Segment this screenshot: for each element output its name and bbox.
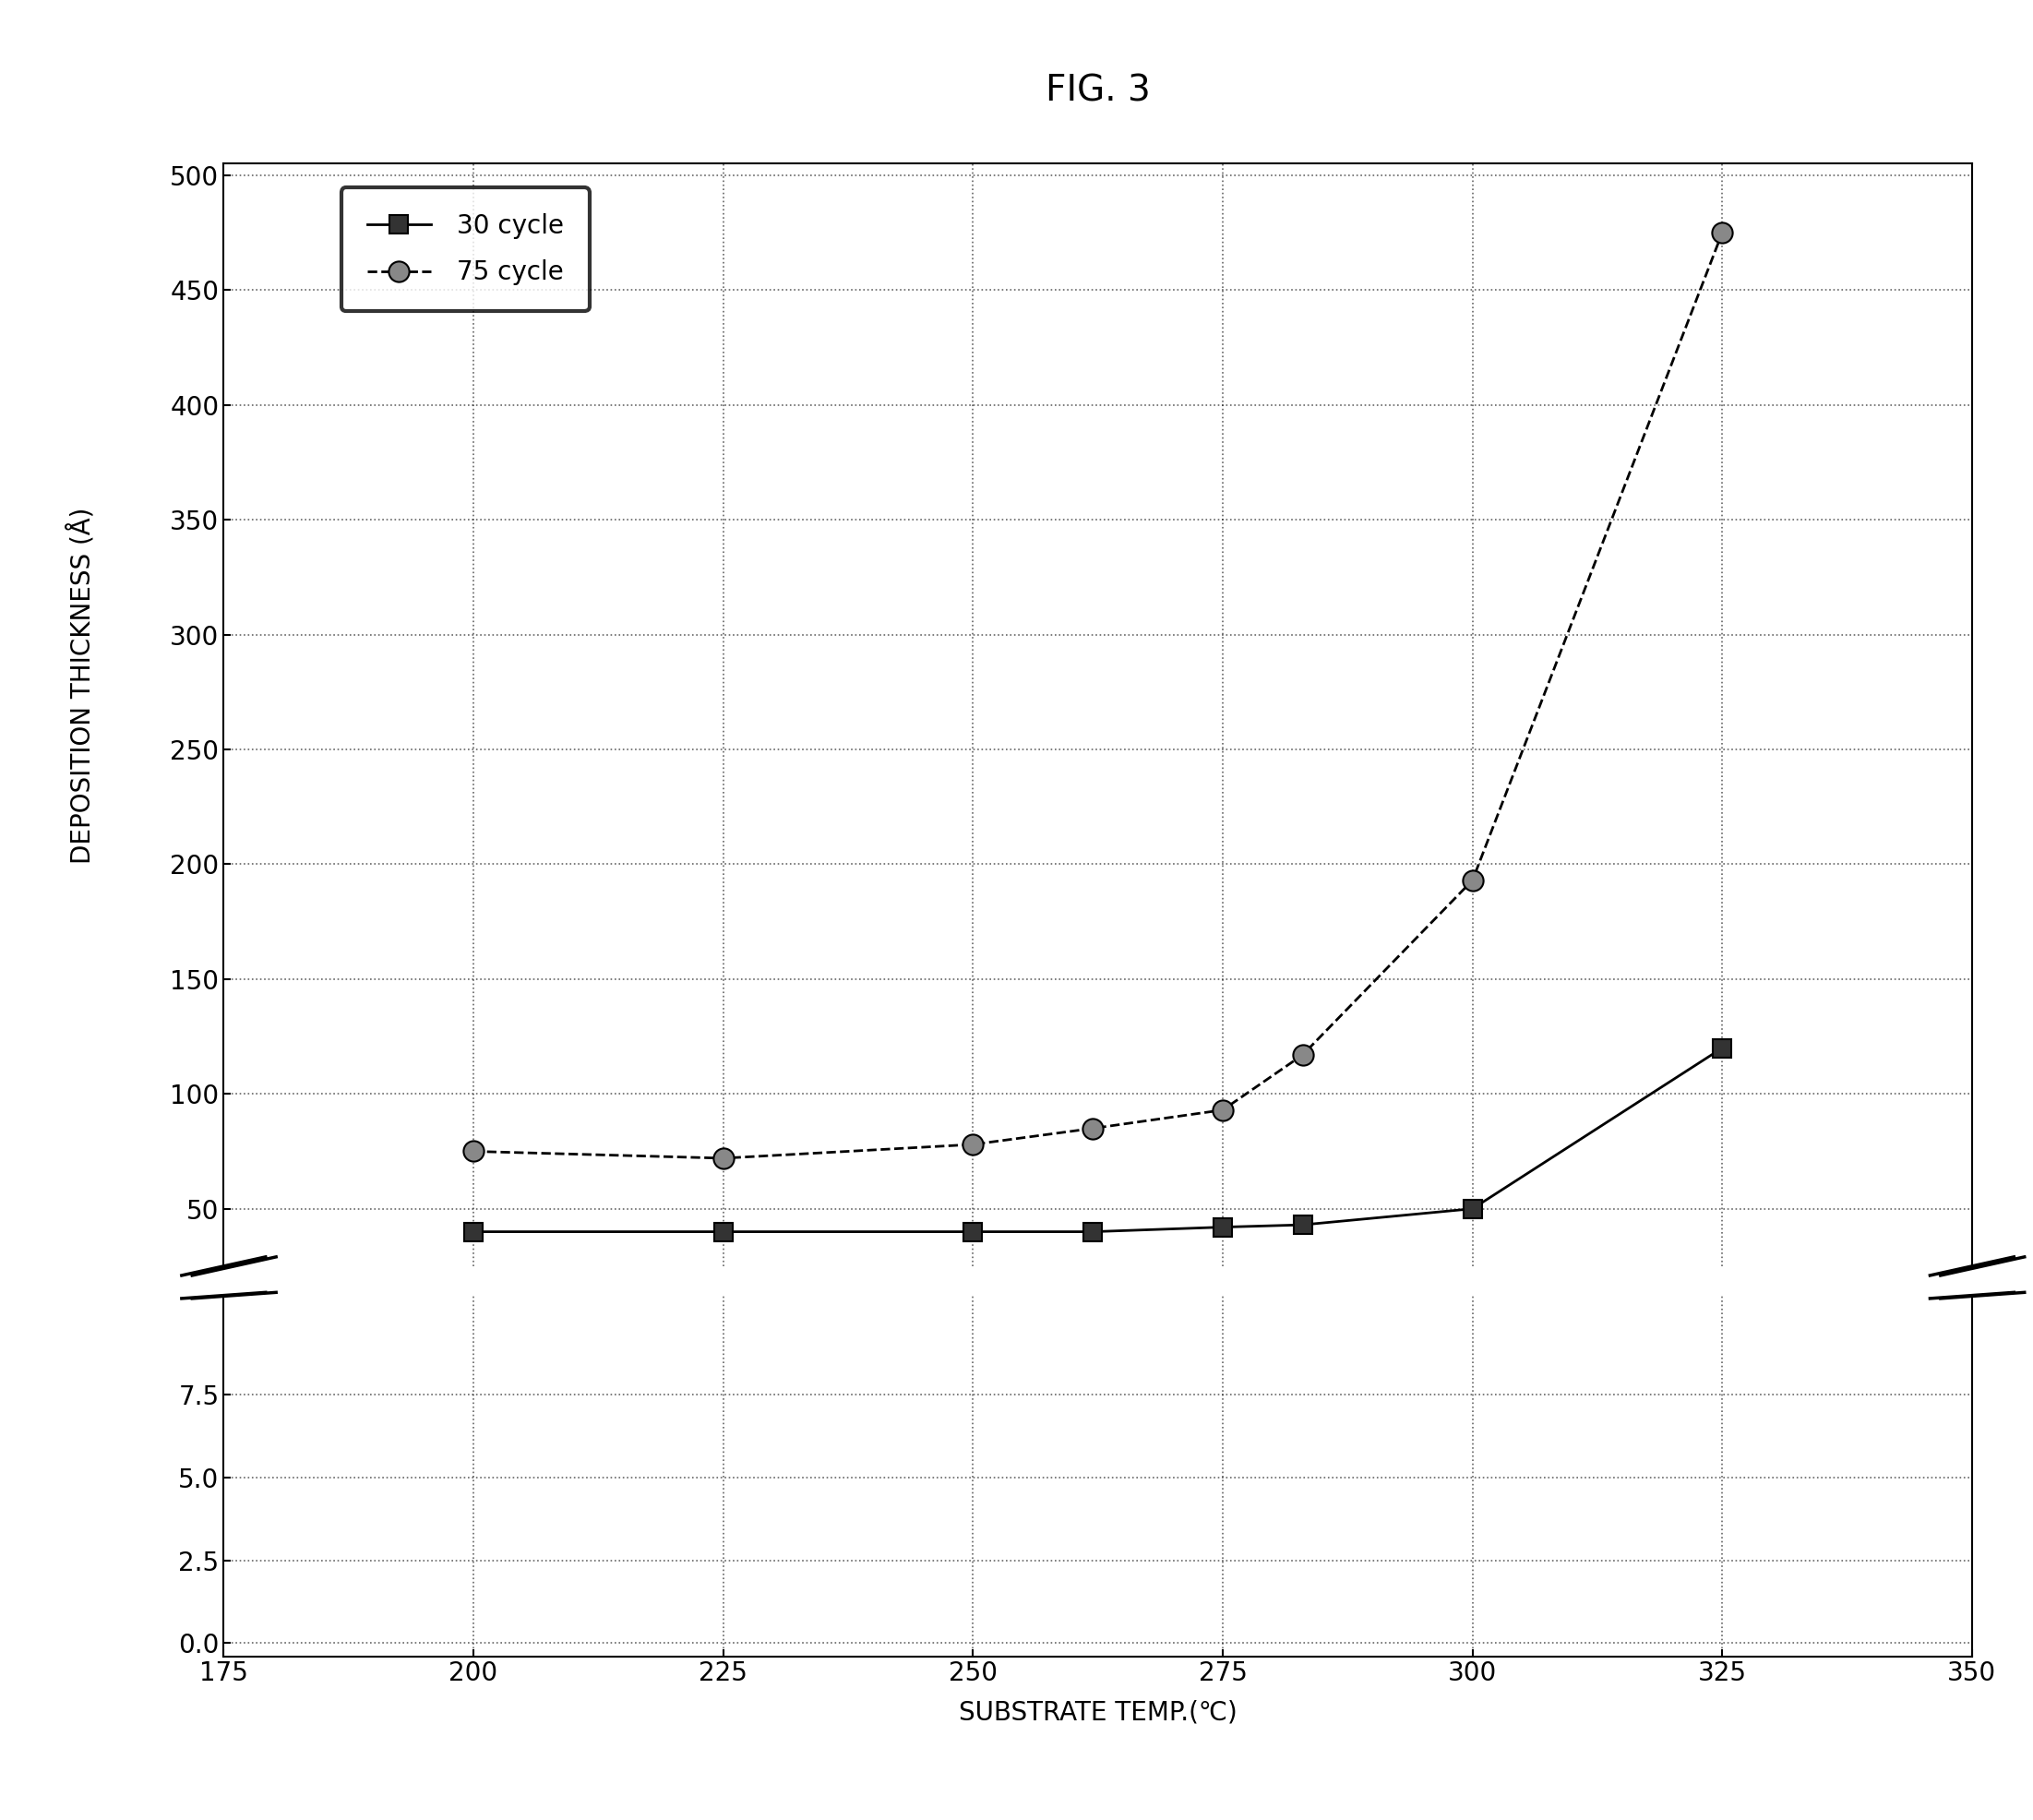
Text: DEPOSITION THICKNESS (Å): DEPOSITION THICKNESS (Å)	[67, 508, 96, 865]
Text: FIG. 3: FIG. 3	[1045, 73, 1151, 109]
X-axis label: SUBSTRATE TEMP.(℃): SUBSTRATE TEMP.(℃)	[960, 1700, 1236, 1725]
Legend: 30 cycle, 75 cycle: 30 cycle, 75 cycle	[342, 187, 590, 311]
